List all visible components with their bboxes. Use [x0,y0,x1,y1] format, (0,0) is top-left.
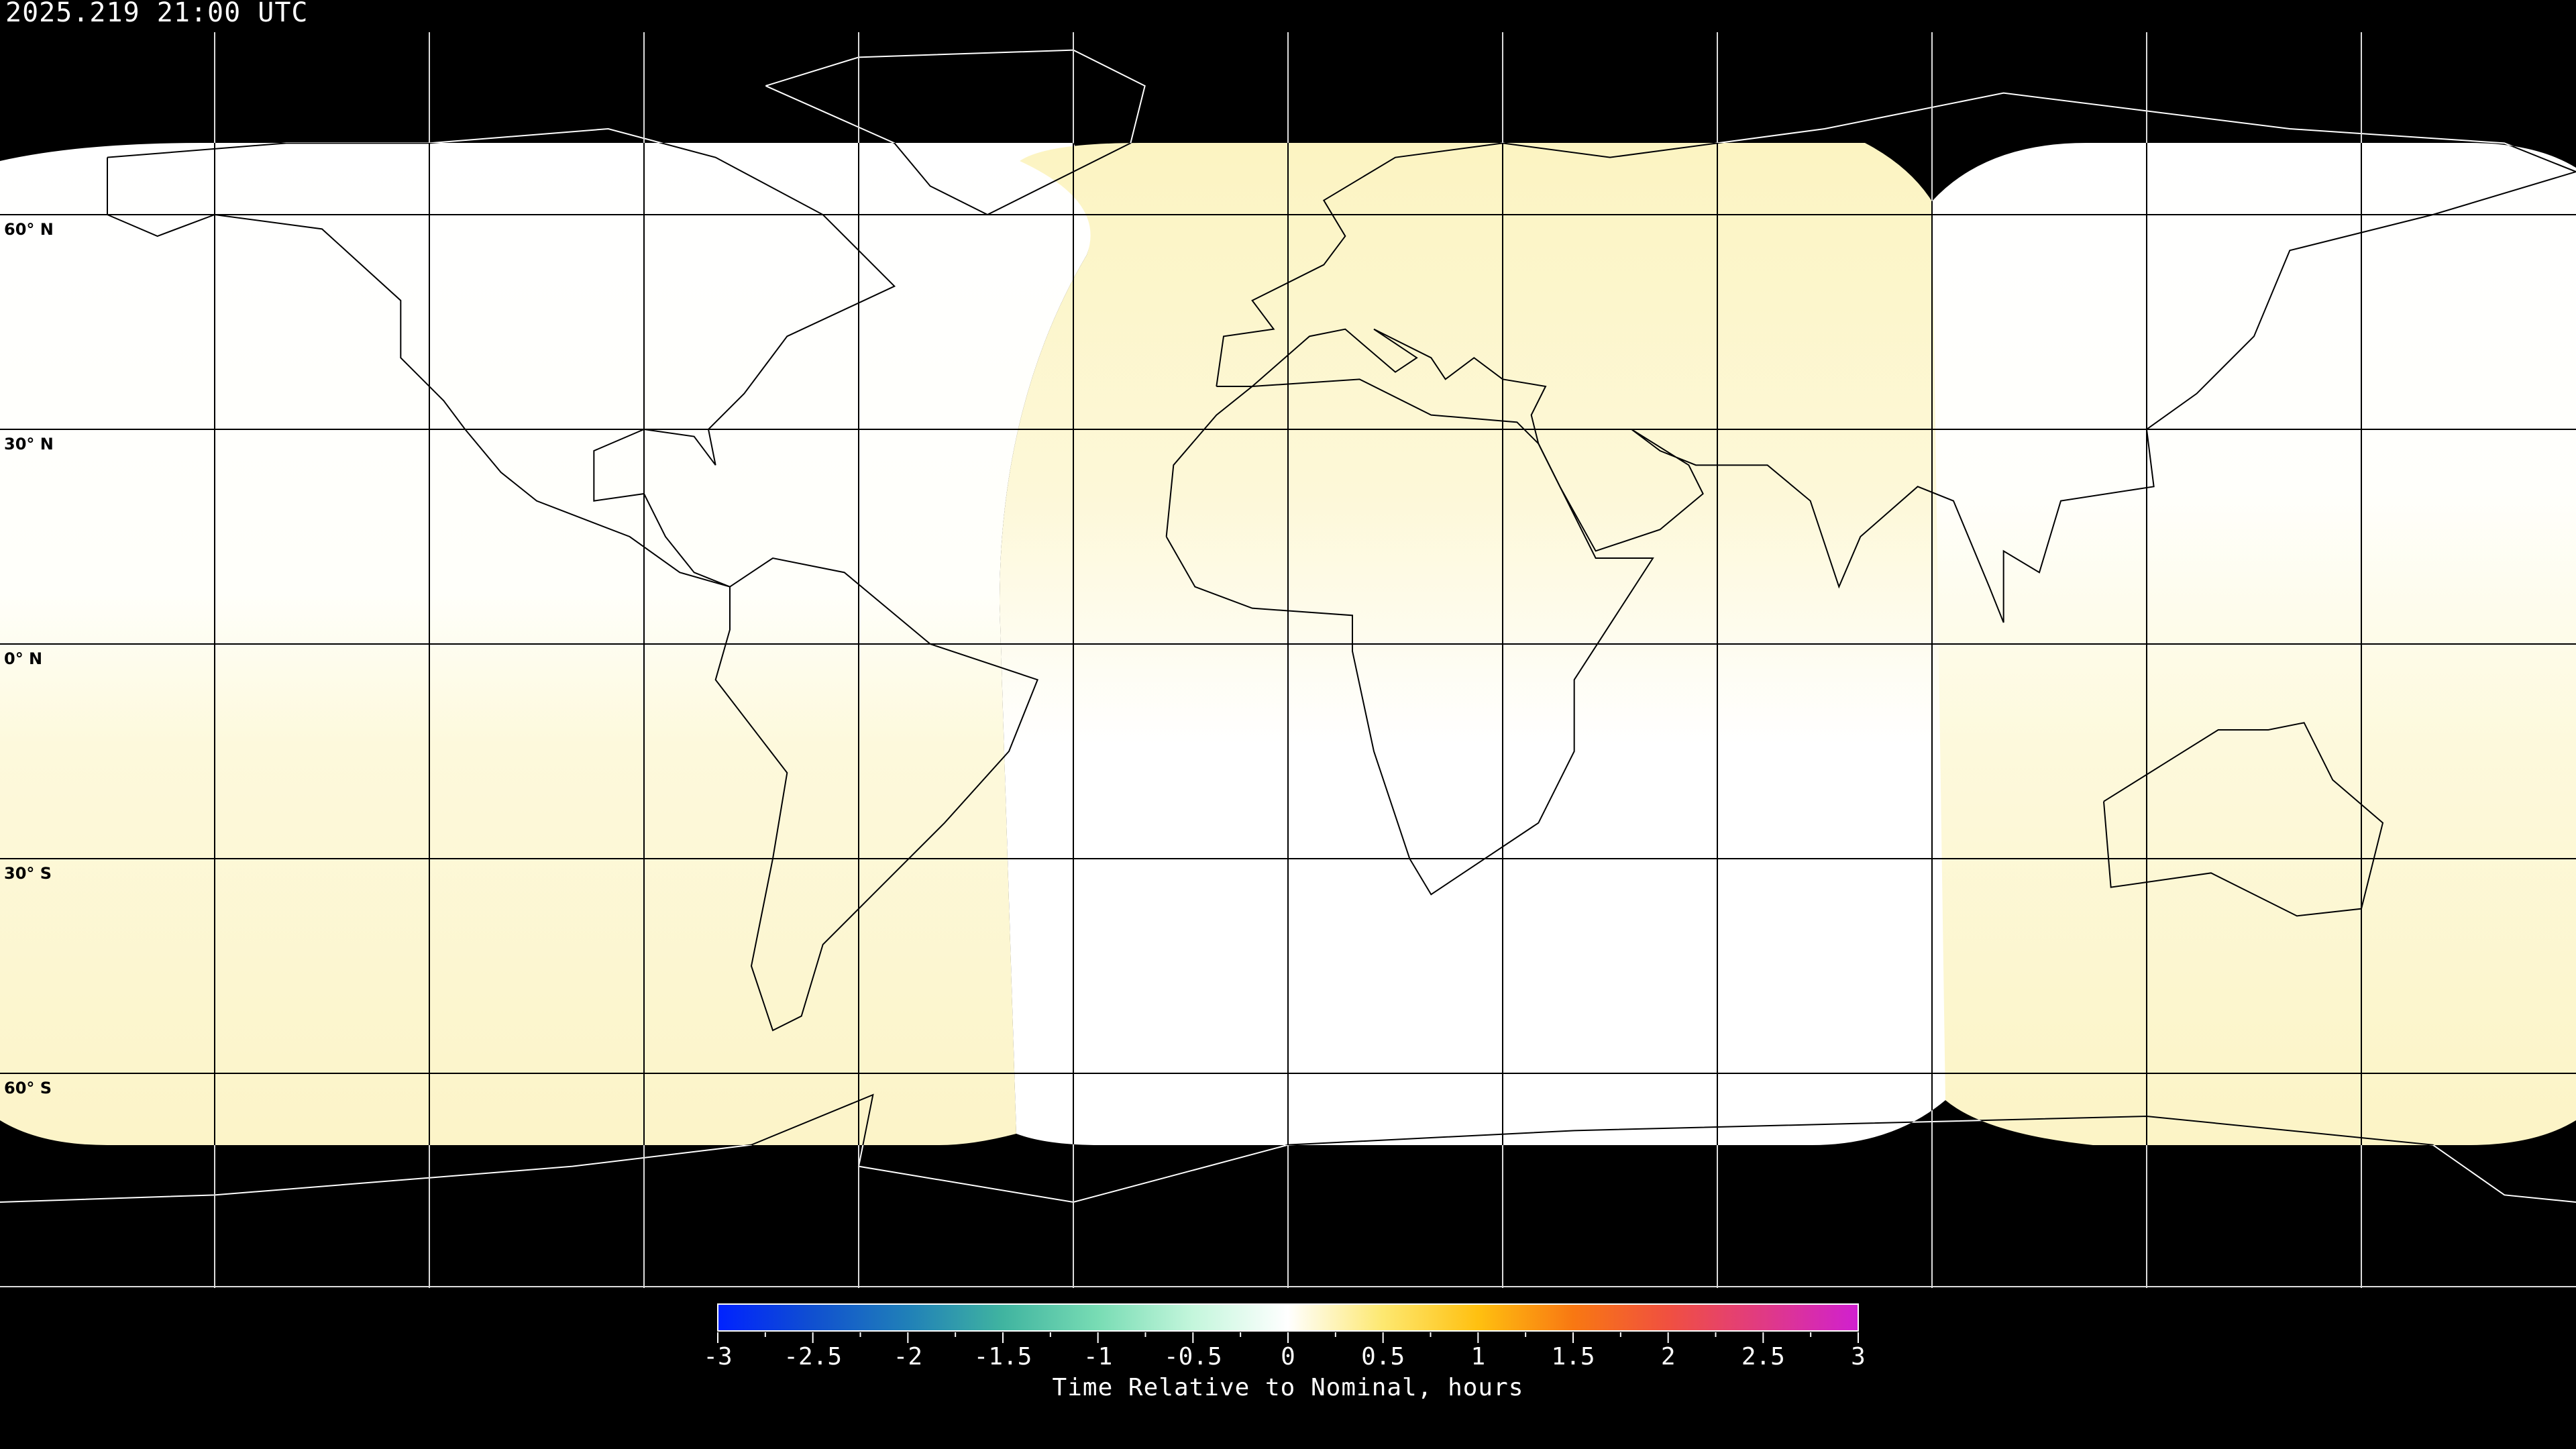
coastline-eurasia [1216,143,2576,623]
world-map [0,0,2576,1288]
lat-label: 60° N [4,220,54,239]
coastline-greenland [765,143,1146,216]
lat-label: 60° S [4,1079,52,1097]
colorbar-tick-label: -3 [703,1343,733,1371]
colorbar-tick-label: -2.5 [784,1343,843,1371]
colorbar-tick-label: 1 [1470,1343,1486,1371]
lat-label: 30° N [4,435,54,453]
colorbar-tick-label: -2 [893,1343,923,1371]
lat-label: 30° S [4,864,52,883]
colorbar-tick-label: 1.5 [1551,1343,1595,1371]
colorbar-ticks [717,1332,1859,1343]
gridlines-day [0,0,2576,1288]
colorbar-tick-label: 2 [1660,1343,1676,1371]
lat-label: 0° N [4,649,43,668]
colorbar-tick-label: -1 [1083,1343,1113,1371]
colorbar-gradient [717,1303,1859,1332]
coastline-antarctica [0,1093,2576,1145]
colorbar-tick-label: -0.5 [1163,1343,1222,1371]
colorbar-tick-label: 0.5 [1361,1343,1405,1371]
coastline-north-america [107,143,896,588]
coastline-south-america [714,557,1038,1032]
coastlines-day [0,143,2576,1145]
colorbar-tick-label: -1.5 [973,1343,1032,1371]
colorbar-tick-label: 0 [1281,1343,1295,1371]
timestamp-title: 2025.219 21:00 UTC [5,0,309,28]
colorbar-title: Time Relative to Nominal, hours [1052,1374,1524,1401]
colorbar-tick-label: 2.5 [1741,1343,1785,1371]
colorbar-tick-label: 3 [1851,1343,1866,1371]
coastline-australia [2103,722,2384,917]
